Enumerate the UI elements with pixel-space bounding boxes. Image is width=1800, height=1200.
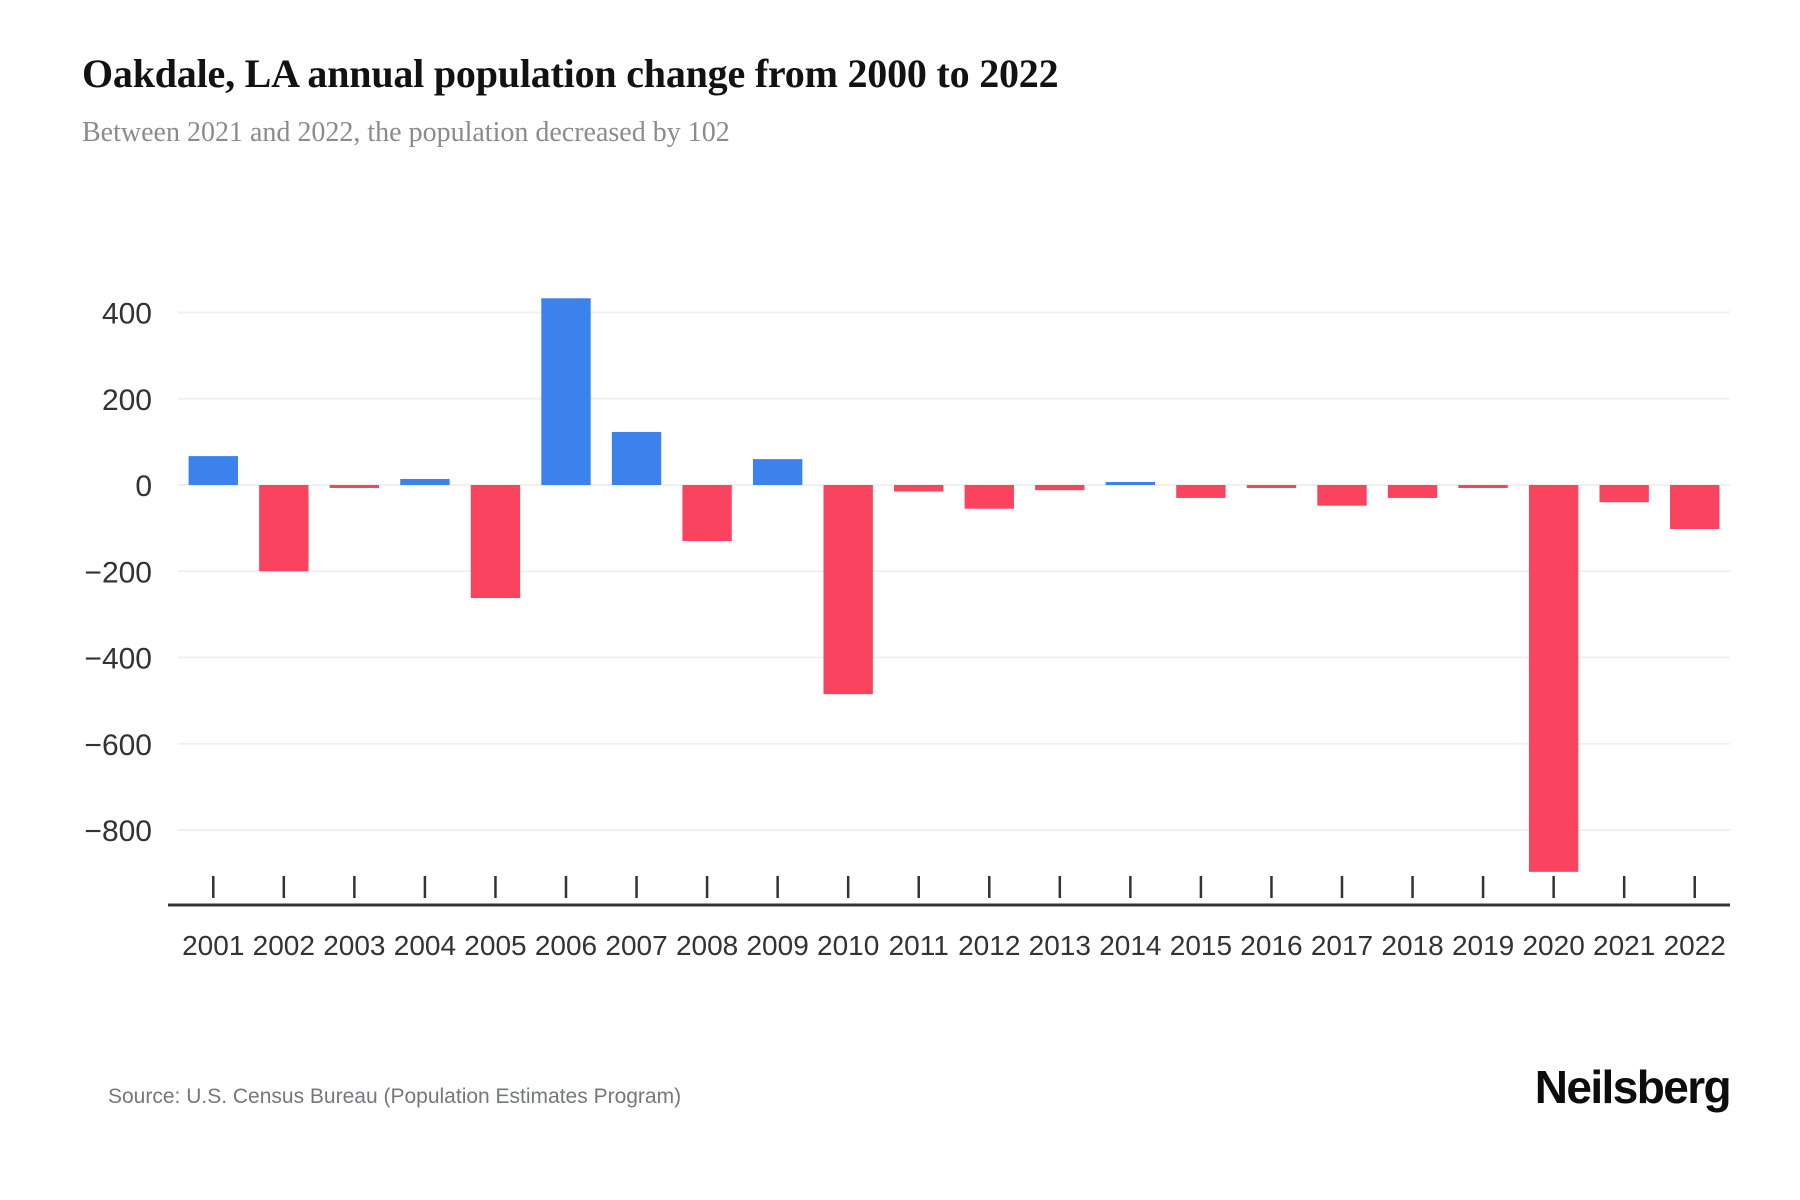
x-axis-tick-label: 2019 bbox=[1452, 930, 1514, 961]
x-axis-tick-label: 2015 bbox=[1170, 930, 1232, 961]
bar[interactable] bbox=[752, 459, 803, 485]
bar[interactable] bbox=[1528, 485, 1579, 872]
x-axis-tick-label: 2021 bbox=[1593, 930, 1655, 961]
bar[interactable] bbox=[964, 485, 1014, 509]
x-axis-tick-label: 2003 bbox=[323, 930, 385, 961]
x-axis-tick-label: 2011 bbox=[889, 930, 949, 961]
bar-series bbox=[188, 298, 1720, 872]
bar[interactable] bbox=[541, 298, 591, 485]
x-axis-tick-label: 2018 bbox=[1381, 930, 1443, 961]
bar[interactable] bbox=[188, 456, 238, 485]
page-title: Oakdale, LA annual population change fro… bbox=[82, 51, 1059, 96]
x-axis-tick-label: 2002 bbox=[253, 930, 315, 961]
y-gridlines: 400 200 0 −200 −400 −600 −800 bbox=[84, 298, 1730, 848]
x-axis-tick-label: 2005 bbox=[464, 930, 526, 961]
bar[interactable] bbox=[1317, 485, 1367, 506]
x-axis-tick-label: 2016 bbox=[1240, 930, 1302, 961]
x-axis-tick-label: 2013 bbox=[1029, 930, 1091, 961]
x-axis-tick-label: 2020 bbox=[1522, 930, 1584, 961]
bar[interactable] bbox=[682, 485, 732, 542]
x-axis-tick-label: 2022 bbox=[1664, 930, 1726, 961]
bar[interactable] bbox=[400, 478, 450, 485]
bar[interactable] bbox=[1670, 485, 1720, 529]
y-axis-tick-label: −400 bbox=[84, 643, 152, 676]
bar[interactable] bbox=[1599, 485, 1649, 503]
y-axis-tick-label: 400 bbox=[102, 298, 152, 331]
y-axis-tick-label: 200 bbox=[102, 384, 152, 417]
chart-subtitle: Between 2021 and 2022, the population de… bbox=[82, 117, 730, 148]
x-axis-tick-label: 2001 bbox=[182, 930, 244, 961]
bar[interactable] bbox=[259, 485, 309, 572]
x-axis-tick-label: 2004 bbox=[394, 930, 456, 961]
chart-header: Oakdale, LA annual population change fro… bbox=[82, 50, 1732, 150]
bar[interactable] bbox=[1387, 485, 1438, 498]
x-axis-tick-label: 2008 bbox=[676, 930, 738, 961]
bar[interactable] bbox=[1176, 485, 1226, 498]
y-axis-tick-label: −200 bbox=[84, 556, 152, 589]
x-axis-tick-label: 2006 bbox=[535, 930, 597, 961]
x-axis-tick-label: 2010 bbox=[817, 930, 879, 961]
bar[interactable] bbox=[470, 485, 521, 598]
bar[interactable] bbox=[1458, 485, 1508, 488]
bar[interactable] bbox=[1035, 485, 1085, 491]
bar[interactable] bbox=[611, 431, 662, 485]
y-axis-tick-label: 0 bbox=[135, 470, 152, 503]
bar[interactable] bbox=[1246, 485, 1297, 488]
bar[interactable] bbox=[823, 485, 873, 695]
x-axis-tick-label: 2007 bbox=[605, 930, 667, 961]
bar[interactable] bbox=[1105, 482, 1156, 485]
bar[interactable] bbox=[329, 485, 380, 488]
y-axis-tick-label: −800 bbox=[84, 815, 152, 848]
brand-logo: Neilsberg bbox=[1534, 1061, 1732, 1113]
x-axis-ticks: 2001 2002 2003 2004 2005 2006 2007 2008 2009 2010… bbox=[182, 876, 1726, 961]
x-axis-tick-label: 2017 bbox=[1311, 930, 1373, 961]
x-axis-tick-label: 2014 bbox=[1099, 930, 1161, 961]
y-axis-tick-label: −600 bbox=[84, 729, 152, 762]
bar[interactable] bbox=[894, 485, 944, 492]
x-axis-tick-label: 2009 bbox=[746, 930, 808, 961]
source-note: Source: U.S. Census Bureau (Population E… bbox=[108, 1085, 682, 1108]
x-axis-tick-label: 2012 bbox=[958, 930, 1020, 961]
